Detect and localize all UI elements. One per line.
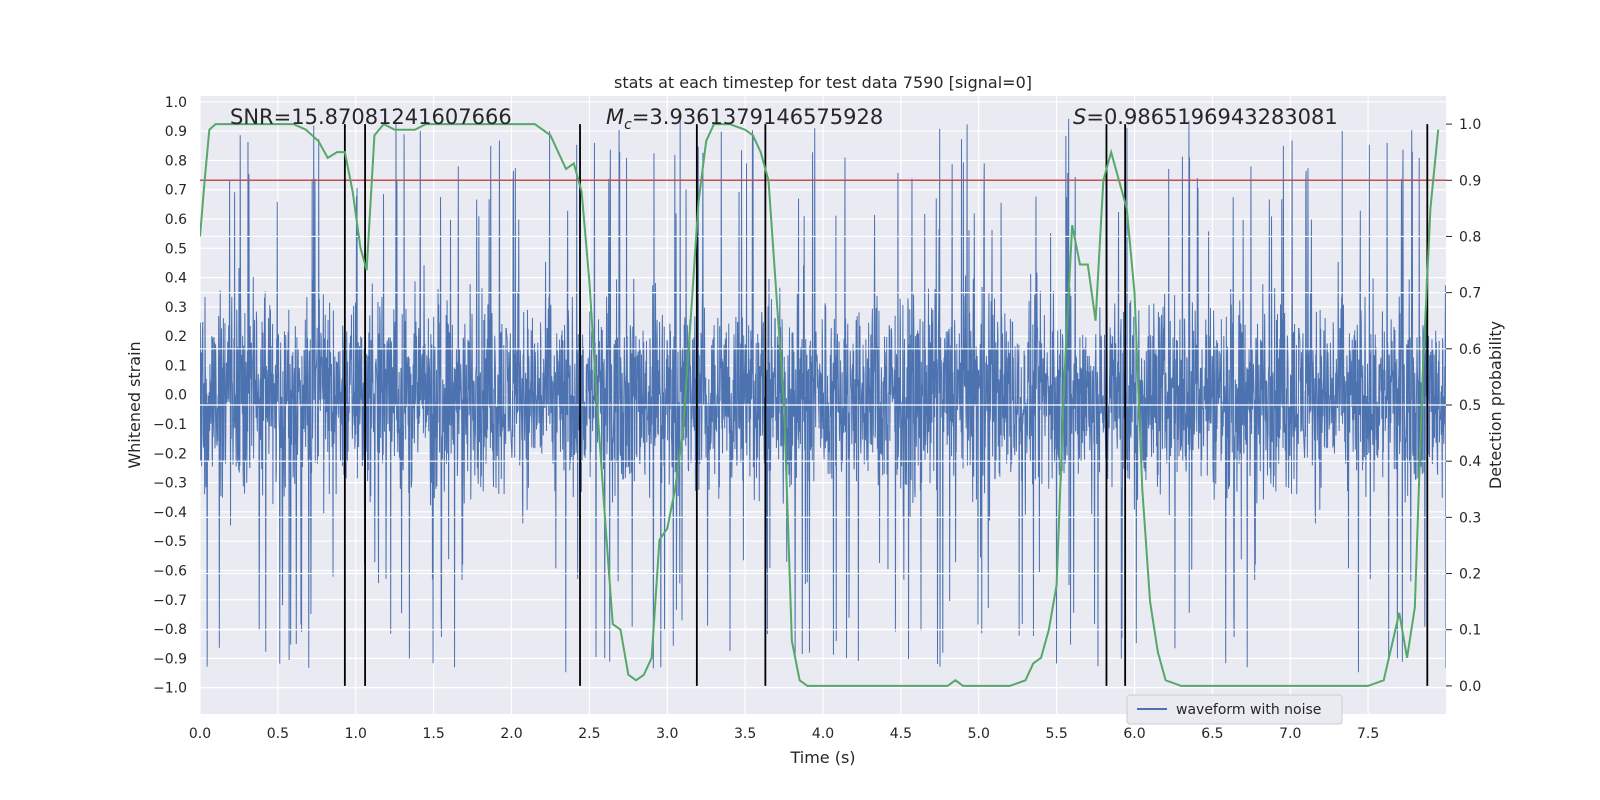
chart-title: stats at each timestep for test data 759… <box>614 73 1032 92</box>
left-y-tick-label: −0.1 <box>153 417 187 433</box>
right-y-tick-label: 0.0 <box>1459 679 1481 695</box>
x-tick-label: 0.0 <box>189 726 211 742</box>
right-y-tick-label: 0.6 <box>1459 342 1481 358</box>
x-tick-label: 3.5 <box>734 726 756 742</box>
left-y-tick-label: 0.7 <box>165 183 187 199</box>
right-y-tick-label: 1.0 <box>1459 117 1481 133</box>
x-tick-label: 3.0 <box>656 726 678 742</box>
left-y-tick-label: −0.7 <box>153 593 187 609</box>
waveform-series <box>200 118 1446 673</box>
left-y-tick-label: 0.8 <box>165 153 187 169</box>
right-y-axis-label: Detection probability <box>1486 321 1505 489</box>
left-y-tick-label: −0.8 <box>153 622 187 638</box>
x-tick-label: 2.5 <box>578 726 600 742</box>
left-y-axis-ticks: 1.0 0.9 0.8 0.7 0.6 0.5 0.4 0.3 0.2 0.1 0.0 −0.1 −0.… <box>153 95 187 697</box>
s-annotation: S=0.9865196943283081 <box>1073 105 1338 129</box>
left-y-tick-label: 0.6 <box>165 212 187 228</box>
snr-annotation: SNR=15.87081241607666 <box>230 105 512 129</box>
left-y-tick-label: −0.6 <box>153 563 187 579</box>
threshold-layer <box>200 179 1446 631</box>
left-y-tick-label: 1.0 <box>165 95 187 111</box>
vertical-lines <box>343 124 1429 686</box>
left-y-tick-label: −0.2 <box>153 446 187 462</box>
x-tick-label: 4.5 <box>890 726 912 742</box>
right-y-tick-label: 0.9 <box>1459 173 1481 189</box>
x-tick-label: 5.0 <box>968 726 990 742</box>
waveform-line <box>200 118 1446 673</box>
left-y-tick-label: 0.3 <box>165 300 187 316</box>
mc-subscript: c <box>624 117 632 133</box>
legend-box <box>1126 694 1343 725</box>
x-tick-label: 7.0 <box>1279 726 1301 742</box>
mc-symbol: M <box>606 105 624 129</box>
left-y-axis-label: Whitened strain <box>125 341 144 468</box>
mc-annotation: Mc=3.9361379146575928 <box>606 105 883 133</box>
x-tick-label: 5.5 <box>1045 726 1067 742</box>
x-tick-label: 7.5 <box>1357 726 1379 742</box>
x-tick-label: 2.0 <box>500 726 522 742</box>
probability-line <box>200 122 1440 687</box>
x-tick-label: 6.5 <box>1201 726 1223 742</box>
right-y-tick-label: 0.8 <box>1459 229 1481 245</box>
legend-label: waveform with noise <box>1176 702 1321 718</box>
left-y-tick-label: −0.5 <box>153 534 187 550</box>
left-y-tick-label: 0.4 <box>165 271 187 287</box>
left-y-tick-label: −1.0 <box>153 681 187 697</box>
left-y-tick-label: 0.1 <box>165 358 187 374</box>
left-y-tick-label: 0.2 <box>165 329 187 345</box>
mc-value: =3.9361379146575928 <box>632 105 883 129</box>
left-y-tick-label: 0.5 <box>165 241 187 257</box>
right-y-tick-label: 0.5 <box>1459 398 1481 414</box>
x-tick-label: 4.0 <box>812 726 834 742</box>
right-y-tick-label: 0.4 <box>1459 454 1481 470</box>
left-y-tick-label: 0.9 <box>165 124 187 140</box>
left-y-tick-label: −0.4 <box>153 505 187 521</box>
legend: waveform with noise <box>1126 694 1343 725</box>
x-axis-label: Time (s) <box>789 748 855 767</box>
right-y-tick-label: 0.1 <box>1459 623 1481 639</box>
s-symbol: S <box>1073 105 1086 129</box>
x-tick-label: 6.0 <box>1123 726 1145 742</box>
x-axis-ticks: 0.0 0.5 1.0 1.5 2.0 2.5 3.0 3.5 4.0 4.5 5.0 5.5 6.0 6… <box>189 726 1379 742</box>
right-y-tick-label: 0.2 <box>1459 567 1481 583</box>
left-y-tick-label: 0.0 <box>165 388 187 404</box>
s-value: =0.9865196943283081 <box>1086 105 1337 129</box>
left-y-tick-label: −0.9 <box>153 651 187 667</box>
probability-series <box>200 122 1440 687</box>
right-y-axis-ticks: 1.0 0.9 0.8 0.7 0.6 0.5 0.4 0.3 0.2 0.1 0.0 <box>1446 117 1481 695</box>
right-y-tick-label: 0.3 <box>1459 510 1481 526</box>
x-tick-label: 1.5 <box>422 726 444 742</box>
left-y-tick-label: −0.3 <box>153 476 187 492</box>
right-y-tick-label: 0.7 <box>1459 286 1481 302</box>
x-tick-label: 0.5 <box>267 726 289 742</box>
x-tick-label: 1.0 <box>345 726 367 742</box>
